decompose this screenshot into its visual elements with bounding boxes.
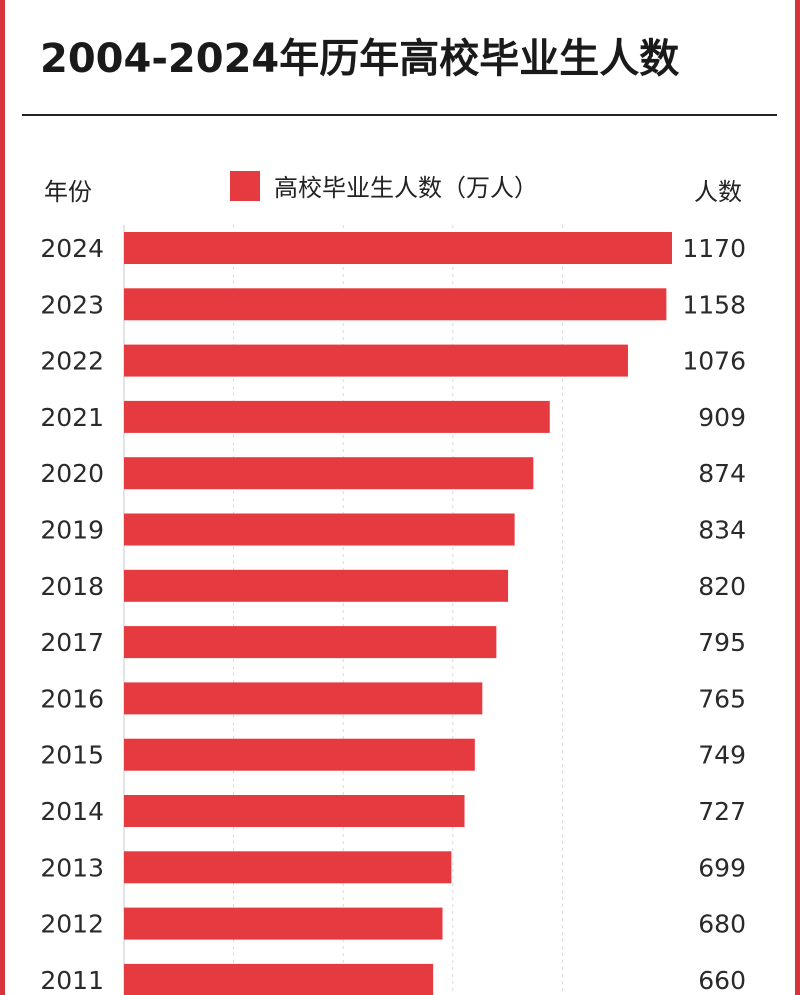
year-label-2017: 2017 bbox=[40, 628, 104, 657]
bar-2013 bbox=[124, 851, 452, 884]
year-label-2015: 2015 bbox=[40, 741, 104, 770]
year-label-2016: 2016 bbox=[40, 684, 104, 713]
bar-2016 bbox=[124, 682, 483, 715]
title-divider bbox=[22, 114, 777, 116]
year-label-2022: 2022 bbox=[40, 347, 104, 376]
bar-2017 bbox=[124, 626, 497, 659]
year-label-2020: 2020 bbox=[40, 459, 104, 488]
frame-right-border bbox=[795, 0, 800, 995]
year-column-header: 年份 bbox=[44, 178, 92, 206]
value-label-2024: 1170 bbox=[682, 234, 746, 263]
year-label-2013: 2013 bbox=[40, 853, 104, 882]
year-label-2018: 2018 bbox=[40, 572, 104, 601]
year-label-2012: 2012 bbox=[40, 910, 104, 939]
bar-2024 bbox=[124, 232, 672, 264]
bar-2015 bbox=[124, 738, 475, 771]
year-label-2011: 2011 bbox=[40, 966, 104, 995]
value-label-2021: 909 bbox=[698, 403, 746, 432]
value-label-2018: 820 bbox=[698, 572, 746, 601]
value-label-2016: 765 bbox=[698, 684, 746, 713]
value-label-2023: 1158 bbox=[682, 290, 746, 319]
frame-left-border bbox=[0, 0, 5, 995]
chart-title: 2004-2024年历年高校毕业生人数 bbox=[40, 36, 680, 82]
count-column-header: 人数 bbox=[694, 178, 742, 206]
bar-2012 bbox=[124, 907, 443, 940]
year-label-2024: 2024 bbox=[40, 234, 104, 263]
value-label-2015: 749 bbox=[698, 741, 746, 770]
year-label-2014: 2014 bbox=[40, 797, 104, 826]
legend-swatch bbox=[230, 170, 260, 201]
value-label-2019: 834 bbox=[698, 516, 746, 545]
value-label-2011: 660 bbox=[698, 966, 746, 995]
year-label-2021: 2021 bbox=[40, 403, 104, 432]
bar-2019 bbox=[124, 513, 515, 546]
bar-2022 bbox=[124, 344, 628, 377]
year-label-2023: 2023 bbox=[40, 290, 104, 319]
bar-2018 bbox=[124, 569, 509, 602]
value-label-2013: 699 bbox=[698, 853, 746, 882]
bar-2014 bbox=[124, 795, 465, 827]
bar-2021 bbox=[124, 400, 550, 433]
value-label-2014: 727 bbox=[698, 797, 746, 826]
value-label-2012: 680 bbox=[698, 910, 746, 939]
year-label-2019: 2019 bbox=[40, 516, 104, 545]
bar-2020 bbox=[124, 457, 534, 490]
legend: 高校毕业生人数（万人） bbox=[230, 168, 538, 203]
bar-2023 bbox=[124, 288, 667, 321]
value-label-2022: 1076 bbox=[682, 347, 746, 376]
value-label-2020: 874 bbox=[698, 459, 746, 488]
value-label-2017: 795 bbox=[698, 628, 746, 657]
legend-label: 高校毕业生人数（万人） bbox=[274, 174, 538, 202]
bar-2011 bbox=[124, 963, 434, 995]
